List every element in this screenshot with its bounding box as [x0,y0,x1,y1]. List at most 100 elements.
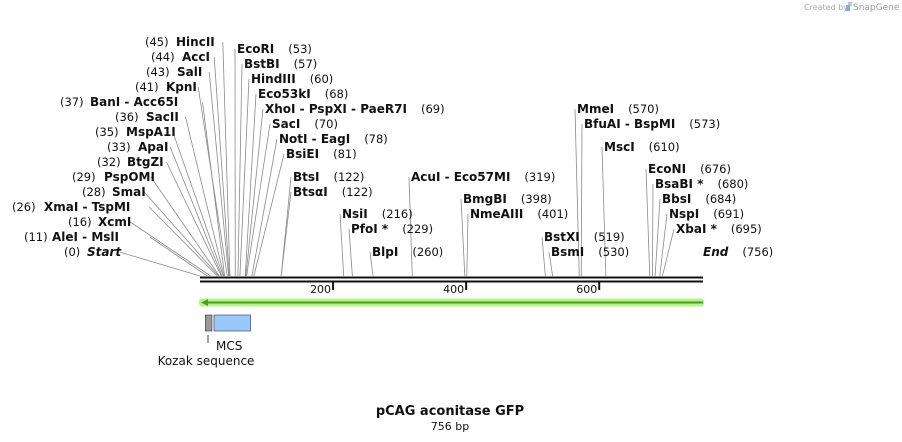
site-position: (756) [742,245,773,259]
site-xcmi[interactable]: XcmI (16) [68,215,131,229]
site-mspa1i[interactable]: MspA1I (35) [95,125,176,139]
site-bfuai-bspmi[interactable]: BfuAI - BspMI (573) [584,117,720,131]
site-xbai[interactable]: XbaI * (695) [676,222,762,236]
site-xmai-tspmi[interactable]: XmaI - TspMI (26) [12,200,130,214]
site-nmeaiii[interactable]: NmeAIII (401) [470,207,568,221]
site-position: (81) [333,147,357,161]
credit-prefix: Created by [804,3,848,12]
site-name: Eco53kI [258,87,311,101]
site-mmei[interactable]: MmeI (570) [577,102,659,116]
site-name: EcoNI [648,162,686,176]
site-line-xhoi-pspxi-paer7i [245,108,264,277]
site-position: (530) [598,245,629,259]
site-name: ApaI [138,140,168,154]
site-alei-msli[interactable]: AleI - MslI (11) [24,230,119,244]
site-name: BtsαI [293,185,328,199]
site-ecori[interactable]: EcoRI (53) [237,42,312,56]
site-econi[interactable]: EcoNI (676) [648,162,731,176]
site-line-smai [143,191,219,277]
site-line-msci [601,146,607,277]
site-position: (70) [314,117,338,131]
site-sali[interactable]: SalI (43) [146,65,202,79]
site-smai[interactable]: SmaI (28) [82,185,146,199]
site-bmgbi[interactable]: BmgBI (398) [463,192,552,206]
site-acui-eco57mi[interactable]: AcuI - Eco57MI (319) [411,170,555,184]
site-saci[interactable]: SacI (70) [272,117,338,131]
site-line-bts-i [280,191,292,277]
site-nsii[interactable]: NsiI (216) [342,207,413,221]
site-line-sali [208,71,230,277]
site-bbsi[interactable]: BbsI (684) [662,192,736,206]
site-name: BsiEI [286,147,319,161]
site-line-acci [213,56,230,277]
site-name: BtsI [293,170,320,184]
site-line-hincii [222,41,231,277]
site-position: (122) [334,170,365,184]
feature-kozak-sequence[interactable]: Kozak sequence [158,314,255,368]
site-line-xbai [662,228,675,277]
site-position: (229) [402,222,433,236]
site-name: MscI [604,140,635,154]
site-line-btgzi [166,161,222,277]
site-start[interactable]: Start (0) [64,245,122,259]
site-bts-i[interactable]: BtsαI (122) [293,185,373,199]
site-name: BlpI [372,245,398,259]
site-line-apai [169,146,223,277]
site-line-kpni [197,86,228,277]
site-position: (573) [689,117,720,131]
site-name: BfuAI - BspMI [584,117,675,131]
site-bsabi[interactable]: BsaBI * (680) [655,177,748,191]
site-acci[interactable]: AccI (44) [151,50,210,64]
site-pspomi[interactable]: PspOMI (29) [72,170,155,184]
site-btgzi[interactable]: BtgZI (32) [97,155,164,169]
site-name: SacI [272,117,300,131]
site-name: MmeI [577,102,614,116]
site-line-mmei [574,108,580,277]
orf-arrow [199,298,704,307]
site-position: (676) [700,162,731,176]
site-nspi[interactable]: NspI (691) [669,207,744,221]
site-position: (32) [97,155,121,169]
feature-mcs[interactable]: MCS [207,314,251,353]
site-line-nspi [659,213,668,277]
site-pfoi[interactable]: PfoI * (229) [351,222,433,236]
site-bani-acc65i[interactable]: BanI - Acc65I (37) [60,95,178,109]
site-name: BbsI [662,192,691,206]
site-position: (37) [60,95,84,109]
site-xhoi-pspxi-paer7i[interactable]: XhoI - PspXI - PaeR7I (69) [265,102,445,116]
site-position: (691) [713,207,744,221]
site-position: (570) [628,102,659,116]
site-bstxi[interactable]: BstXI (519) [544,230,625,244]
site-line-bsmi [548,251,554,277]
feature-label: Kozak sequence [158,354,255,368]
site-bsmi[interactable]: BsmI (530) [551,245,629,259]
site-blpi[interactable]: BlpI (260) [372,245,443,259]
site-line-bsiei [253,153,285,277]
site-bstbi[interactable]: BstBI (57) [244,57,317,71]
site-line-nmeaiii [466,213,469,277]
site-leader-lines [119,41,675,277]
site-line-bbsi [654,198,661,277]
site-hincii[interactable]: HincII (45) [145,35,215,49]
site-position: (26) [12,200,36,214]
site-hindiii[interactable]: HindIII (60) [251,72,333,86]
site-name: XhoI - PspXI - PaeR7I [265,102,407,116]
site-name: NsiI [342,207,368,221]
site-end[interactable]: End (756) [703,245,773,259]
site-name: BmgBI [463,192,507,206]
site-name: Start [87,245,122,259]
site-msci[interactable]: MscI (610) [604,140,680,154]
snapgene-logo-icon [846,2,852,11]
site-btsi[interactable]: BtsI (122) [293,170,364,184]
site-apai[interactable]: ApaI (33) [107,140,168,154]
site-line-noti-eagi [251,138,278,277]
site-noti-eagi[interactable]: NotI - EagI (78) [279,132,388,146]
site-line-xcmi [129,221,211,277]
site-eco53ki[interactable]: Eco53kI (68) [258,87,348,101]
tick-label-200: 200 [310,283,331,296]
site-name: BsaBI * [655,177,704,191]
site-bsiei[interactable]: BsiEI (81) [286,147,357,161]
site-position: (36) [115,110,139,124]
site-sacii[interactable]: SacII (36) [115,110,179,124]
site-kpni[interactable]: KpnI (41) [135,80,197,94]
